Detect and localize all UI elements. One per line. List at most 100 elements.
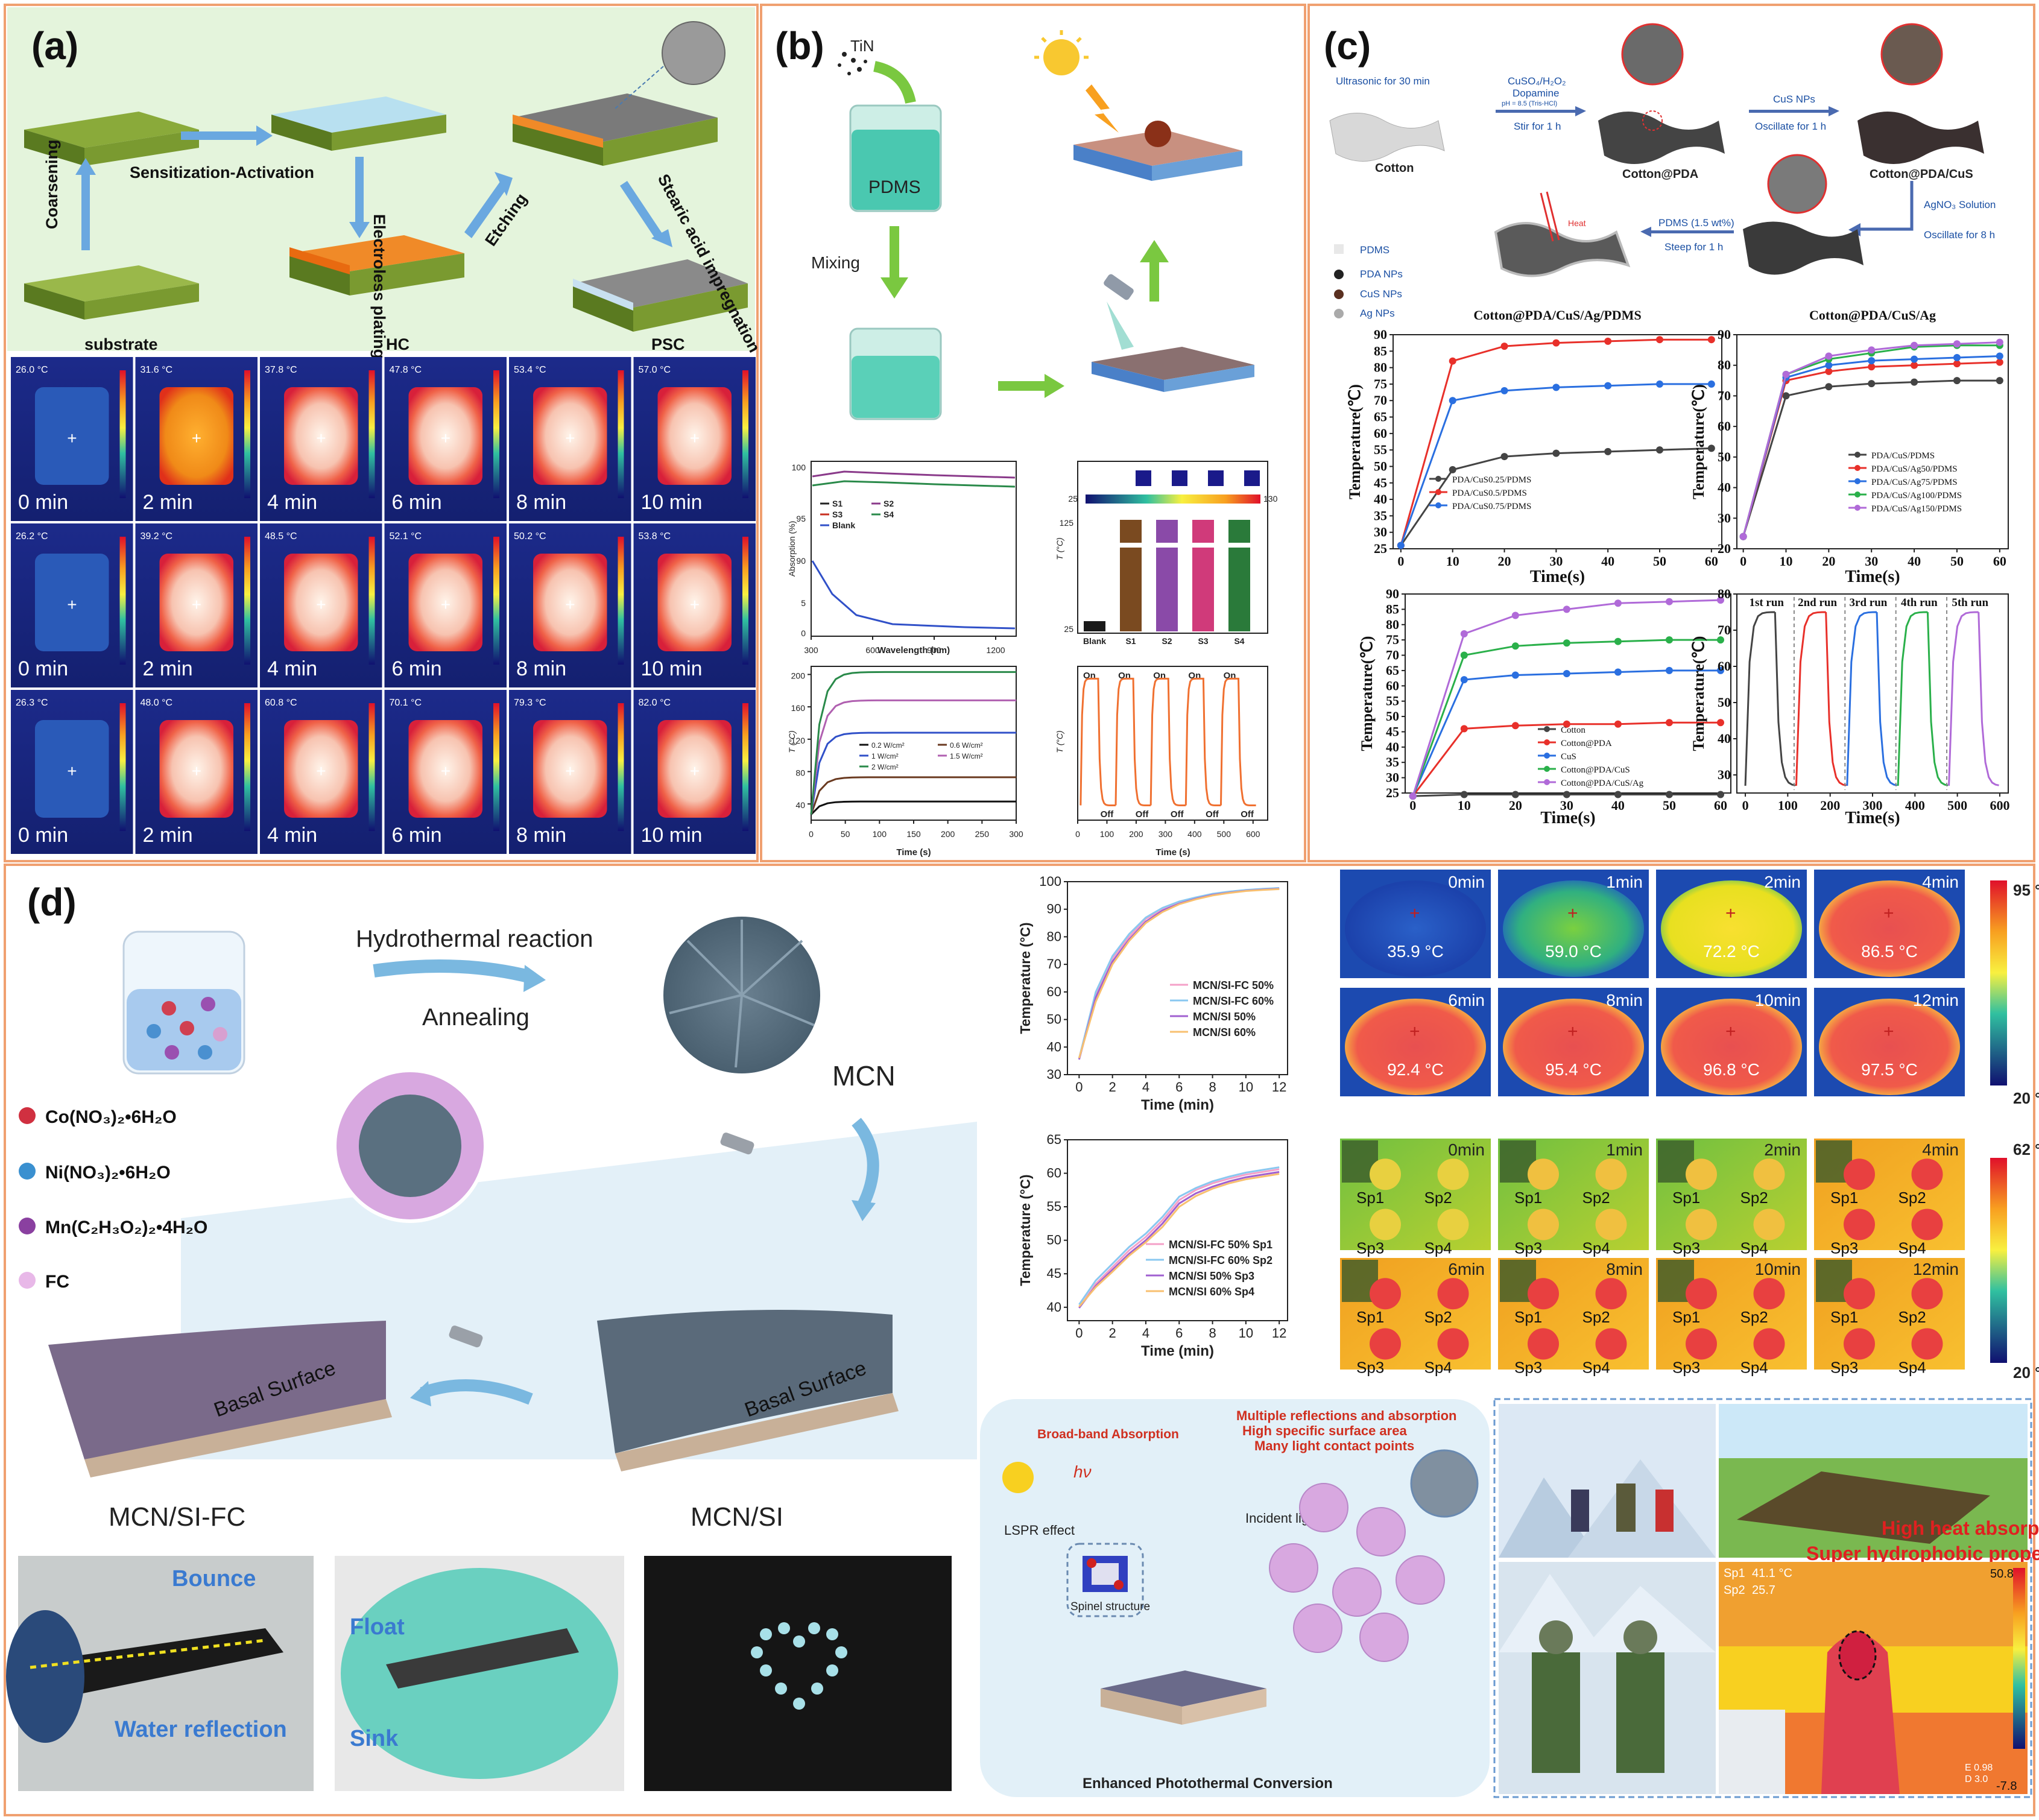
thermal-scale: [368, 370, 375, 498]
y-tick-label: 50: [1386, 709, 1399, 724]
ir-d: D 3.0: [1965, 1774, 1988, 1784]
run-label: 3rd run: [1850, 596, 1888, 609]
y-tick-label: 30: [1718, 767, 1731, 782]
spot-label: Sp4: [1898, 1358, 1926, 1376]
cotton-ag-fabric: [1743, 221, 1864, 275]
mcn-label: MCN: [832, 1060, 896, 1092]
data-point: [1511, 791, 1519, 798]
data-point: [1656, 336, 1664, 344]
thermal-sample: [408, 720, 482, 818]
spot: [1844, 1209, 1875, 1240]
y-tick-label: 80: [1374, 360, 1387, 375]
thermal-time: 8 min: [516, 824, 566, 847]
thermal-temp: 35.9 °C: [1387, 942, 1444, 961]
legend-label: 1.5 W/cm²: [950, 752, 983, 760]
data-point: [1409, 792, 1417, 800]
x-tick-label: 0: [1409, 798, 1416, 813]
y-axis-label: T (°C): [787, 730, 797, 753]
add-arrow: [873, 61, 916, 104]
thermal-scale: [244, 370, 250, 498]
x-tick-label: 0: [1075, 829, 1080, 839]
thermal-scale: [244, 703, 250, 831]
svg-text:Ag NPs: Ag NPs: [1360, 308, 1395, 319]
thermal-sample: [1503, 880, 1644, 977]
spot-label: Sp1: [1672, 1308, 1700, 1326]
y-tick-label: 5: [801, 598, 806, 608]
thermal-time: 0 min: [18, 824, 68, 847]
x-tick-label: 500: [1947, 798, 1967, 813]
data-point: [1460, 791, 1468, 798]
x-tick-label: 30: [1549, 554, 1563, 569]
series-line: [1948, 611, 1999, 786]
y-tick-label: 200: [791, 671, 806, 680]
thermal-time: 8 min: [516, 491, 566, 514]
x-tick-label: S4: [1234, 636, 1244, 646]
crosshair-icon: +: [1883, 1022, 1894, 1041]
spot-label: Sp4: [1740, 1358, 1768, 1376]
spot-label: Sp3: [1514, 1239, 1542, 1257]
crosshair-icon: +: [67, 595, 77, 614]
cotton-pda-fabric: [1598, 112, 1725, 164]
y-tick-label: 70: [1718, 388, 1731, 403]
thermal-time: 6min: [1448, 991, 1485, 1010]
y-tick-label: 45: [1047, 1266, 1061, 1281]
legend-marker: [1854, 491, 1860, 498]
x-tick-label: Blank: [1083, 636, 1106, 646]
panel-d-schematic: Hydrothermal reaction Annealing MCN Co(N…: [19, 917, 977, 1532]
thermal-time: 4 min: [267, 491, 317, 514]
mcn-si-fc-block: [48, 1321, 386, 1459]
crosshair-icon: +: [441, 762, 450, 780]
spot: [1911, 1158, 1943, 1190]
run-label: 5th run: [1952, 596, 1988, 609]
legend-label: Cotton: [1561, 725, 1585, 735]
y-tick-label: 40: [1047, 1039, 1061, 1054]
cotton-label: Cotton: [1375, 162, 1414, 175]
y-tick-label: 100: [1039, 874, 1061, 889]
thermal-time: 6 min: [392, 657, 442, 680]
superhydro-label: Super hydrophobic properties: [1806, 1543, 2039, 1564]
spot-label: Sp1: [1356, 1189, 1384, 1207]
spot: [1370, 1278, 1401, 1310]
crosshair-icon: +: [1409, 1022, 1420, 1041]
thermal-time: 1min: [1606, 873, 1643, 891]
data-point: [1460, 630, 1468, 637]
data-point: [1397, 542, 1405, 549]
process-arrows: [75, 125, 672, 250]
x-tick-label: 60: [1993, 554, 2006, 569]
data-point: [1449, 397, 1456, 405]
spot-label: Sp4: [1582, 1358, 1610, 1376]
y-tick-label: 80: [1386, 617, 1399, 632]
panel-a-thermal-grid: 26.0 °C 0 min +31.6 °C 2 min +37.8 °C 4 min +4…: [11, 357, 756, 854]
data-point: [1996, 377, 2003, 385]
y-tick-label: 100: [792, 463, 806, 472]
legend-label: PDA/CuS/Ag100/PDMS: [1871, 491, 1962, 501]
y-tick-label: 60: [1374, 426, 1387, 441]
x-tick-label: 30: [1560, 798, 1573, 813]
thermal-temp: 86.5 °C: [1861, 942, 1918, 961]
x-axis-label: Time (s): [896, 847, 931, 858]
y-tick-label: 40: [1718, 480, 1731, 495]
psc-block: [573, 259, 748, 332]
y-tick-label: 120: [791, 736, 806, 745]
data-point: [1911, 355, 1918, 363]
legend-marker: [1544, 753, 1550, 759]
spot: [1595, 1209, 1627, 1240]
y-tick-label: 40: [1718, 731, 1731, 746]
data-point: [1782, 370, 1790, 378]
ir-scale-top: 50.8: [1990, 1567, 2014, 1581]
spot: [1370, 1158, 1401, 1190]
thermal-sample: [159, 387, 233, 485]
bar-thermal-thumb: [1172, 470, 1187, 486]
crosshair-icon: +: [565, 762, 575, 780]
thermal-time: 10 min: [641, 491, 703, 514]
spray-gun-b: [1104, 274, 1134, 350]
y-tick-label: 70: [1718, 622, 1731, 637]
thermal-sample: [657, 554, 732, 651]
crosshair-icon: +: [316, 429, 326, 447]
thermal-time: 12min: [1913, 991, 1959, 1010]
thermal-temp: 31.6 °C: [141, 365, 173, 375]
bar-thermal-thumb: [1136, 470, 1151, 486]
spot: [1528, 1209, 1559, 1240]
pdms-step-label: PDMS (1.5 wt%): [1658, 217, 1734, 229]
